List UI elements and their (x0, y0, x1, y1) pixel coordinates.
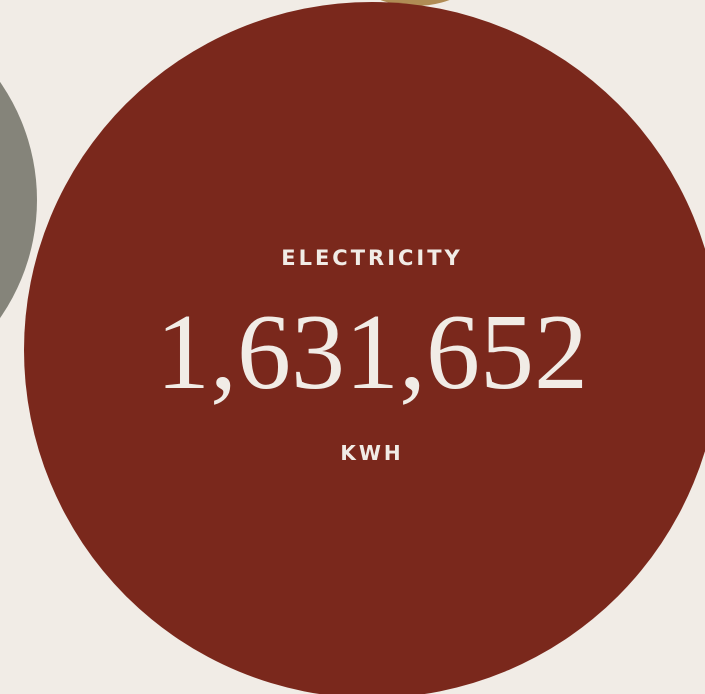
grey-circle (0, 81, 37, 319)
red-circle (24, 2, 705, 694)
stat-label: ELECTRICITY (281, 246, 463, 270)
stat-unit: KWH (340, 441, 403, 465)
stat-value: 1,631,652 (156, 293, 588, 412)
